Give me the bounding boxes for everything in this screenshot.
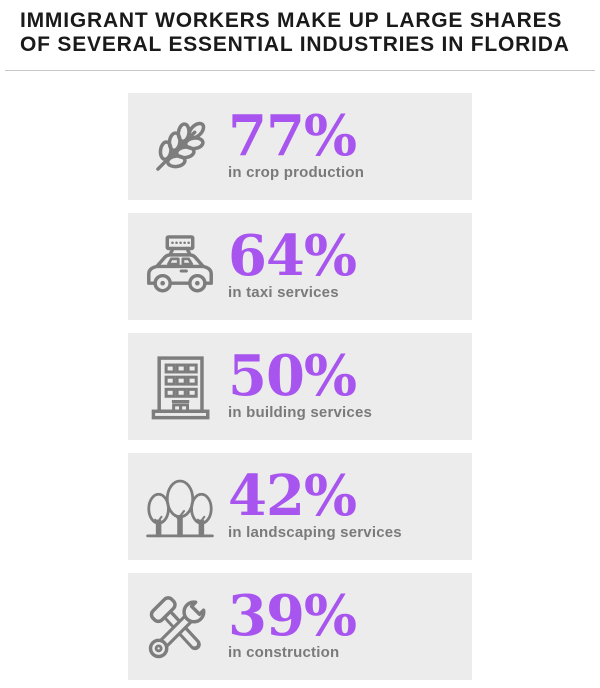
stat-card-taxi-services: 64% in taxi services (128, 213, 472, 320)
stat-label: in landscaping services (228, 524, 402, 541)
stat-label: in taxi services (228, 284, 339, 301)
stat-value: 39% (228, 583, 357, 649)
trees-icon (141, 468, 219, 546)
stat-card-list: 77% in crop production (0, 93, 600, 680)
stat-block: 64% in taxi services (228, 223, 357, 301)
stat-value: 42% (228, 463, 357, 529)
hammer-wrench-icon (141, 588, 219, 666)
stat-card-building-services: 50% in building services (128, 333, 472, 440)
stat-card-construction: 39% in construction (128, 573, 472, 680)
stat-card-crop-production: 77% in crop production (128, 93, 472, 200)
page-title-line2: OF SEVERAL ESSENTIAL INDUSTRIES IN FLORI… (20, 33, 570, 56)
stat-label: in crop production (228, 164, 365, 181)
stat-block: 77% in crop production (228, 103, 365, 181)
stat-block: 42% in landscaping services (228, 463, 402, 541)
taxi-icon (141, 228, 219, 306)
stat-label: in construction (228, 644, 340, 661)
page-title-line1: IMMIGRANT WORKERS MAKE UP LARGE SHARES (20, 9, 563, 32)
wheat-icon (141, 108, 219, 186)
stat-value: 50% (228, 343, 357, 409)
stat-label: in building services (228, 404, 373, 421)
stat-value: 64% (228, 223, 357, 289)
header: IMMIGRANT WORKERS MAKE UP LARGE SHARES O… (0, 0, 600, 57)
stat-value: 77% (228, 103, 357, 169)
stat-card-landscaping-services: 42% in landscaping services (128, 453, 472, 560)
page-title: IMMIGRANT WORKERS MAKE UP LARGE SHARES O… (20, 9, 580, 57)
stat-block: 39% in construction (228, 583, 357, 661)
divider (5, 70, 595, 71)
stat-block: 50% in building services (228, 343, 373, 421)
building-icon (141, 348, 219, 426)
